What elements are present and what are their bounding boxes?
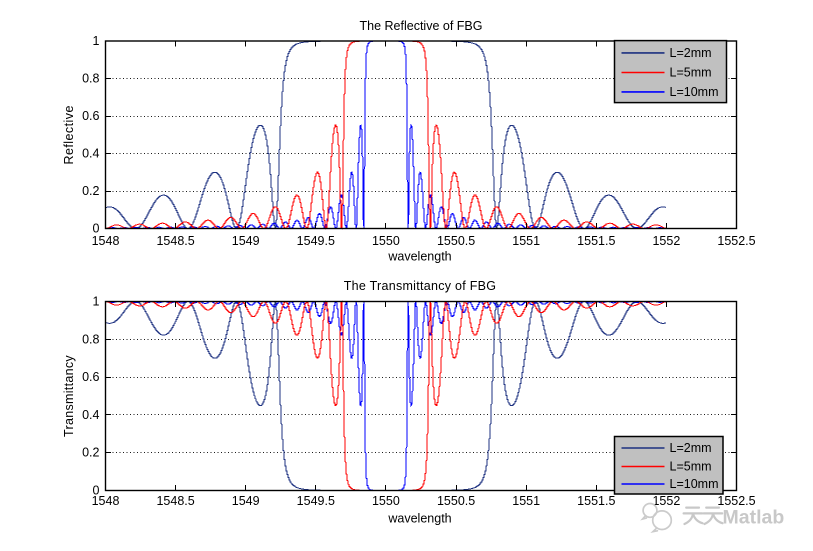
- svg-text:Matlab: Matlab: [723, 507, 785, 529]
- svg-text:1552.5: 1552.5: [717, 494, 755, 508]
- svg-text:1549.5: 1549.5: [297, 234, 335, 248]
- svg-text:1551.5: 1551.5: [577, 234, 615, 248]
- svg-text:1550: 1550: [372, 494, 400, 508]
- svg-text:1549: 1549: [232, 494, 260, 508]
- svg-text:1: 1: [93, 34, 100, 48]
- svg-text:1548: 1548: [92, 234, 120, 248]
- svg-text:0: 0: [93, 222, 100, 236]
- svg-text:0.6: 0.6: [82, 370, 99, 384]
- svg-text:L=2mm: L=2mm: [670, 441, 712, 455]
- svg-text:0.2: 0.2: [82, 446, 99, 460]
- svg-text:wavelength: wavelength: [387, 250, 451, 264]
- svg-text:0.2: 0.2: [82, 184, 99, 198]
- svg-text:1552.5: 1552.5: [717, 234, 755, 248]
- svg-text:L=5mm: L=5mm: [670, 66, 712, 80]
- svg-text:The Reflective of FBG: The Reflective of FBG: [360, 19, 483, 33]
- svg-text:1548: 1548: [92, 494, 120, 508]
- svg-text:L=10mm: L=10mm: [670, 477, 719, 491]
- svg-text:1551.5: 1551.5: [577, 494, 615, 508]
- svg-text:0.4: 0.4: [82, 408, 99, 422]
- svg-text:0.4: 0.4: [82, 147, 99, 161]
- svg-text:Matlab: Matlab: [724, 508, 786, 530]
- svg-text:1549: 1549: [232, 234, 260, 248]
- svg-text:L=10mm: L=10mm: [670, 85, 719, 99]
- svg-text:Reflective: Reflective: [62, 105, 76, 164]
- svg-text:1: 1: [93, 295, 100, 309]
- svg-text:1550: 1550: [372, 234, 400, 248]
- svg-text:1552: 1552: [652, 494, 680, 508]
- svg-text:1550.5: 1550.5: [437, 494, 475, 508]
- svg-text:The Transmittancy of FBG: The Transmittancy of FBG: [344, 279, 497, 293]
- svg-text:0.8: 0.8: [82, 72, 99, 86]
- svg-text:Transmittancy: Transmittancy: [62, 355, 76, 437]
- svg-text:1548.5: 1548.5: [156, 494, 194, 508]
- svg-text:0.6: 0.6: [82, 109, 99, 123]
- svg-text:0: 0: [93, 484, 100, 498]
- svg-text:1550.5: 1550.5: [437, 234, 475, 248]
- svg-text:L=5mm: L=5mm: [670, 460, 712, 474]
- svg-text:L=2mm: L=2mm: [670, 46, 712, 60]
- svg-text:1551: 1551: [512, 234, 540, 248]
- svg-text:1549.5: 1549.5: [297, 494, 335, 508]
- svg-text:1552: 1552: [652, 234, 680, 248]
- svg-text:0.8: 0.8: [82, 332, 99, 346]
- svg-text:1548.5: 1548.5: [156, 234, 194, 248]
- svg-text:wavelength: wavelength: [387, 512, 451, 526]
- svg-text:1551: 1551: [512, 494, 540, 508]
